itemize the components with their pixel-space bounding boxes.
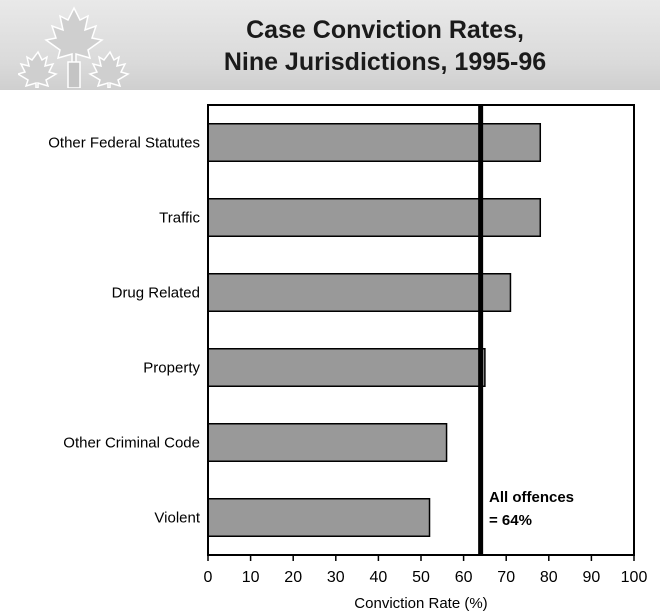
x-axis-ticks-group: 0 10 20 30 40 50 60 70 80 90 100 xyxy=(204,555,648,586)
category-label-2: Drug Related xyxy=(112,285,200,302)
x-tick-label-1: 10 xyxy=(242,569,260,586)
chart-title-line-1: Case Conviction Rates, xyxy=(246,16,524,44)
x-tick-label-7: 70 xyxy=(497,569,515,586)
bar-3 xyxy=(207,348,486,387)
chart-header: Case Conviction Rates, Nine Jurisdiction… xyxy=(0,0,660,90)
reference-label-line-1: All offences xyxy=(489,489,574,506)
x-tick-label-0: 0 xyxy=(204,569,213,586)
x-tick-label-8: 80 xyxy=(540,569,558,586)
chart-title: Case Conviction Rates, Nine Jurisdiction… xyxy=(140,14,630,78)
maple-leaf-logo-icon xyxy=(18,6,130,88)
x-tick-label-9: 90 xyxy=(583,569,601,586)
bars-group xyxy=(207,123,542,537)
category-label-0: Other Federal Statutes xyxy=(48,135,200,152)
category-labels-group: Other Federal Statutes Traffic Drug Relate… xyxy=(48,135,201,527)
x-tick-label-2: 20 xyxy=(284,569,302,586)
category-label-3: Property xyxy=(143,360,200,377)
x-tick-label-10: 100 xyxy=(621,569,648,586)
bar-5 xyxy=(207,498,431,537)
x-tick-label-5: 50 xyxy=(412,569,430,586)
bar-0 xyxy=(207,123,542,162)
reference-label-line-2: = 64% xyxy=(489,512,532,529)
x-tick-label-4: 40 xyxy=(370,569,388,586)
bar-2 xyxy=(207,273,512,312)
x-tick-label-3: 30 xyxy=(327,569,345,586)
bar-4 xyxy=(207,423,448,462)
chart-title-line-2: Nine Jurisdictions, 1995-96 xyxy=(223,48,547,76)
bar-1 xyxy=(207,198,542,237)
x-tick-label-6: 60 xyxy=(455,569,473,586)
plot-area xyxy=(208,105,634,555)
category-label-4: Other Criminal Code xyxy=(63,435,200,452)
x-axis-title: Conviction Rate (%) xyxy=(354,595,487,612)
category-label-5: Violent xyxy=(154,510,200,527)
category-label-1: Traffic xyxy=(159,210,200,227)
